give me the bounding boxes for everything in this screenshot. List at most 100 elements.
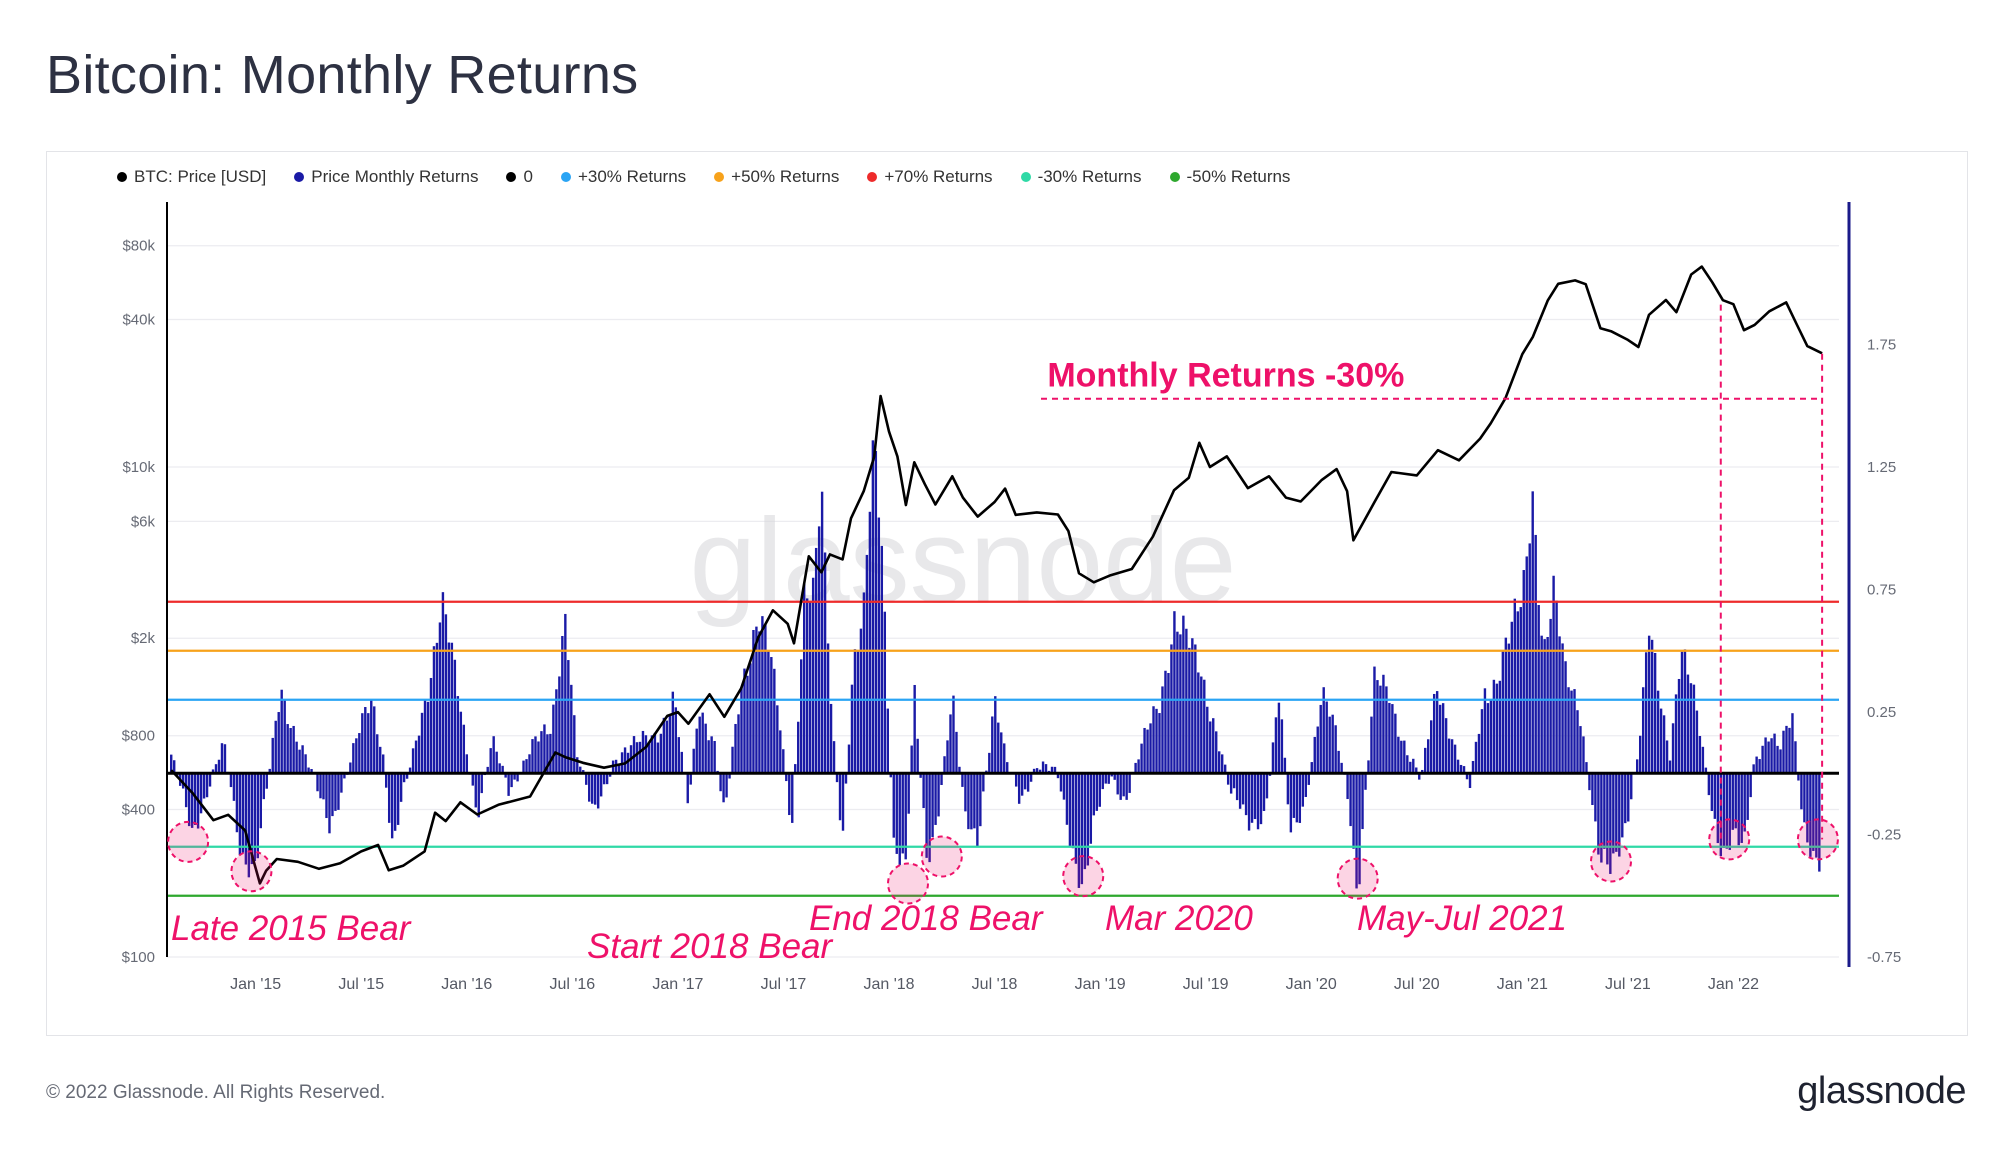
legend-item-minus30[interactable]: -30% Returns xyxy=(1020,167,1142,187)
return-bar xyxy=(1376,680,1379,774)
return-bar xyxy=(680,751,683,774)
legend-item-plus70[interactable]: +70% Returns xyxy=(867,167,993,187)
return-bar xyxy=(1791,713,1794,774)
return-bar xyxy=(1516,611,1519,774)
return-bar xyxy=(1316,726,1319,774)
return-bar xyxy=(1292,773,1296,818)
return-bar xyxy=(298,749,301,774)
highlight-circle xyxy=(167,820,210,863)
return-bar xyxy=(791,773,794,823)
return-bar xyxy=(1734,773,1737,829)
return-bar xyxy=(1071,773,1075,849)
return-bar xyxy=(570,684,573,774)
return-bar xyxy=(337,773,340,810)
return-bar xyxy=(961,773,964,787)
return-bar xyxy=(1218,751,1221,774)
return-bar xyxy=(358,733,361,774)
return-bar xyxy=(1385,686,1388,774)
return-bar xyxy=(322,773,325,800)
return-bar xyxy=(1200,676,1203,774)
return-bar xyxy=(1453,744,1457,774)
return-bar xyxy=(1552,575,1555,774)
return-bar xyxy=(1238,773,1242,809)
highlight-circle xyxy=(1708,818,1751,861)
return-bar xyxy=(1113,773,1116,780)
return-bar xyxy=(1352,773,1355,849)
brand-logo[interactable]: glassnode xyxy=(1797,1070,1966,1112)
return-bar xyxy=(510,773,513,788)
return-bar xyxy=(838,773,842,821)
return-bar xyxy=(901,773,904,854)
return-bar xyxy=(602,773,606,785)
return-bar xyxy=(1110,773,1113,777)
return-bar xyxy=(1591,773,1594,806)
return-bar xyxy=(516,773,519,782)
chart-frame: BTC: Price [USD] Price Monthly Returns 0… xyxy=(46,151,1968,1036)
return-bar xyxy=(1630,773,1633,800)
legend-item-zero[interactable]: 0 xyxy=(506,167,533,187)
annotation-label: May-Jul 2021 xyxy=(1357,899,1567,938)
return-bar xyxy=(238,773,242,856)
legend-item-plus30[interactable]: +30% Returns xyxy=(560,167,686,187)
return-bar xyxy=(1244,773,1248,816)
annotation-callout: Monthly Returns -30% xyxy=(1047,357,1404,395)
legend-item-plus50[interactable]: +50% Returns xyxy=(714,167,839,187)
return-bar xyxy=(808,602,812,774)
return-bar xyxy=(1603,773,1606,849)
return-bar xyxy=(1444,718,1448,774)
return-bar xyxy=(408,767,412,774)
return-bar xyxy=(334,773,337,811)
return-bar xyxy=(1280,719,1284,774)
return-bar xyxy=(1576,710,1579,774)
x-axis-tick-label: Jan '21 xyxy=(1497,976,1548,993)
return-bar xyxy=(1006,762,1009,774)
return-bar xyxy=(1507,643,1511,774)
legend-label: BTC: Price [USD] xyxy=(134,167,267,186)
legend-item-price[interactable]: BTC: Price [USD] xyxy=(117,167,266,187)
return-bar xyxy=(319,773,322,799)
return-bar xyxy=(1582,736,1585,774)
return-bar xyxy=(211,769,215,774)
return-bar xyxy=(1683,649,1687,774)
return-bar xyxy=(1418,773,1421,780)
left-axis-tick-label: $100 xyxy=(122,949,155,966)
return-bar xyxy=(1785,725,1788,774)
return-bar xyxy=(880,545,884,774)
return-bar xyxy=(244,773,248,865)
return-bar xyxy=(1716,773,1720,844)
return-bar xyxy=(265,773,268,789)
return-bar xyxy=(904,773,907,860)
return-bar xyxy=(447,642,451,774)
annotation-label: Start 2018 Bear xyxy=(587,927,833,966)
return-bar xyxy=(1209,721,1212,774)
return-bar xyxy=(1773,733,1776,774)
return-bar xyxy=(1382,674,1385,774)
return-bar xyxy=(635,742,639,774)
return-bar xyxy=(1235,773,1239,801)
return-bar xyxy=(868,511,872,774)
legend-item-minus50[interactable]: -50% Returns xyxy=(1169,167,1290,187)
return-bar xyxy=(788,773,791,816)
return-bar xyxy=(710,736,713,774)
return-bar xyxy=(489,748,492,774)
return-bar xyxy=(1764,737,1767,774)
return-bar xyxy=(1191,638,1194,774)
return-bar xyxy=(582,770,585,774)
return-bar xyxy=(1561,643,1564,774)
annotation-label: Late 2015 Bear xyxy=(171,909,412,948)
return-bar xyxy=(1116,773,1119,795)
return-bar xyxy=(1638,735,1642,774)
x-axis-tick-label: Jan '22 xyxy=(1708,976,1759,993)
return-bar xyxy=(859,628,863,774)
return-bar xyxy=(1397,736,1400,774)
return-bar xyxy=(187,773,191,827)
return-bar xyxy=(662,717,666,774)
return-bar xyxy=(841,773,845,831)
return-bar xyxy=(1707,773,1711,796)
annotation-label: End 2018 Bear xyxy=(809,899,1044,938)
return-bar xyxy=(811,577,815,774)
return-bar xyxy=(417,735,421,774)
return-bar xyxy=(307,767,310,774)
return-bar xyxy=(1725,773,1728,849)
legend-item-monthly-returns[interactable]: Price Monthly Returns xyxy=(294,167,478,187)
